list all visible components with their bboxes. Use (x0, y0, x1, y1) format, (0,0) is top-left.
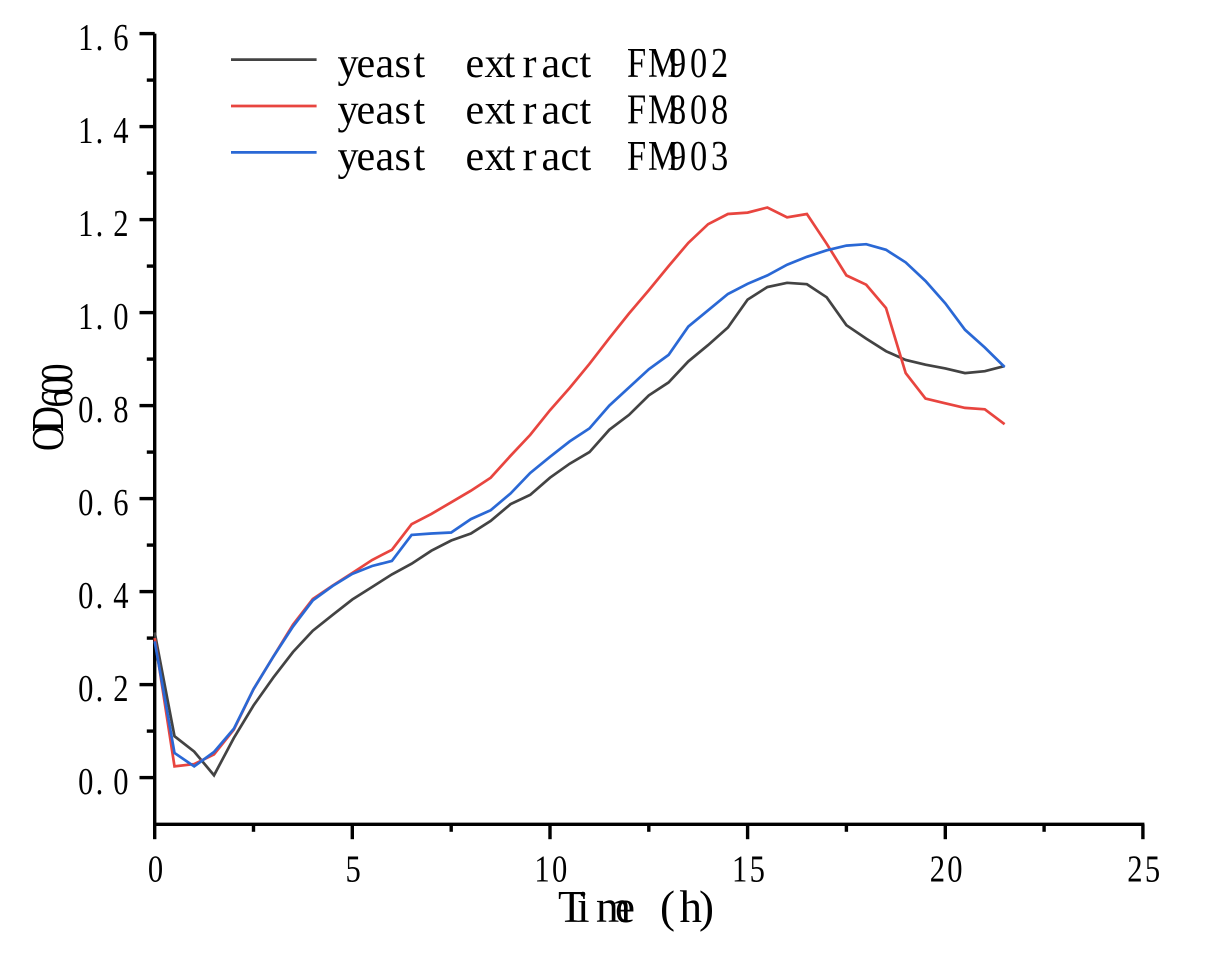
svg-text:yeast: yeast (338, 88, 426, 134)
svg-text:Time: Time (558, 882, 635, 932)
svg-text:OD: OD (23, 406, 73, 451)
svg-text:FM902: FM902 (627, 41, 728, 87)
svg-text:FM808: FM808 (627, 87, 728, 133)
svg-text:1.6: 1.6 (78, 17, 128, 59)
svg-text:extract: extract (466, 134, 592, 180)
svg-text:1.0: 1.0 (78, 296, 128, 338)
svg-text:FM903: FM903 (627, 134, 728, 180)
svg-text:0.2: 0.2 (78, 668, 128, 710)
svg-text:extract: extract (466, 88, 592, 134)
svg-text:0.8: 0.8 (78, 389, 128, 431)
svg-text:(h): (h) (660, 882, 714, 932)
svg-text:extract: extract (466, 41, 592, 87)
svg-text:0.6: 0.6 (78, 482, 128, 524)
svg-text:600: 600 (32, 363, 82, 407)
svg-text:0: 0 (148, 848, 163, 890)
svg-text:1.2: 1.2 (78, 203, 128, 245)
svg-text:5: 5 (346, 848, 361, 890)
svg-text:0.0: 0.0 (78, 761, 128, 803)
svg-text:1.4: 1.4 (78, 110, 128, 152)
svg-text:0.4: 0.4 (78, 575, 128, 617)
svg-text:yeast: yeast (338, 134, 426, 180)
svg-text:yeast: yeast (338, 41, 426, 87)
